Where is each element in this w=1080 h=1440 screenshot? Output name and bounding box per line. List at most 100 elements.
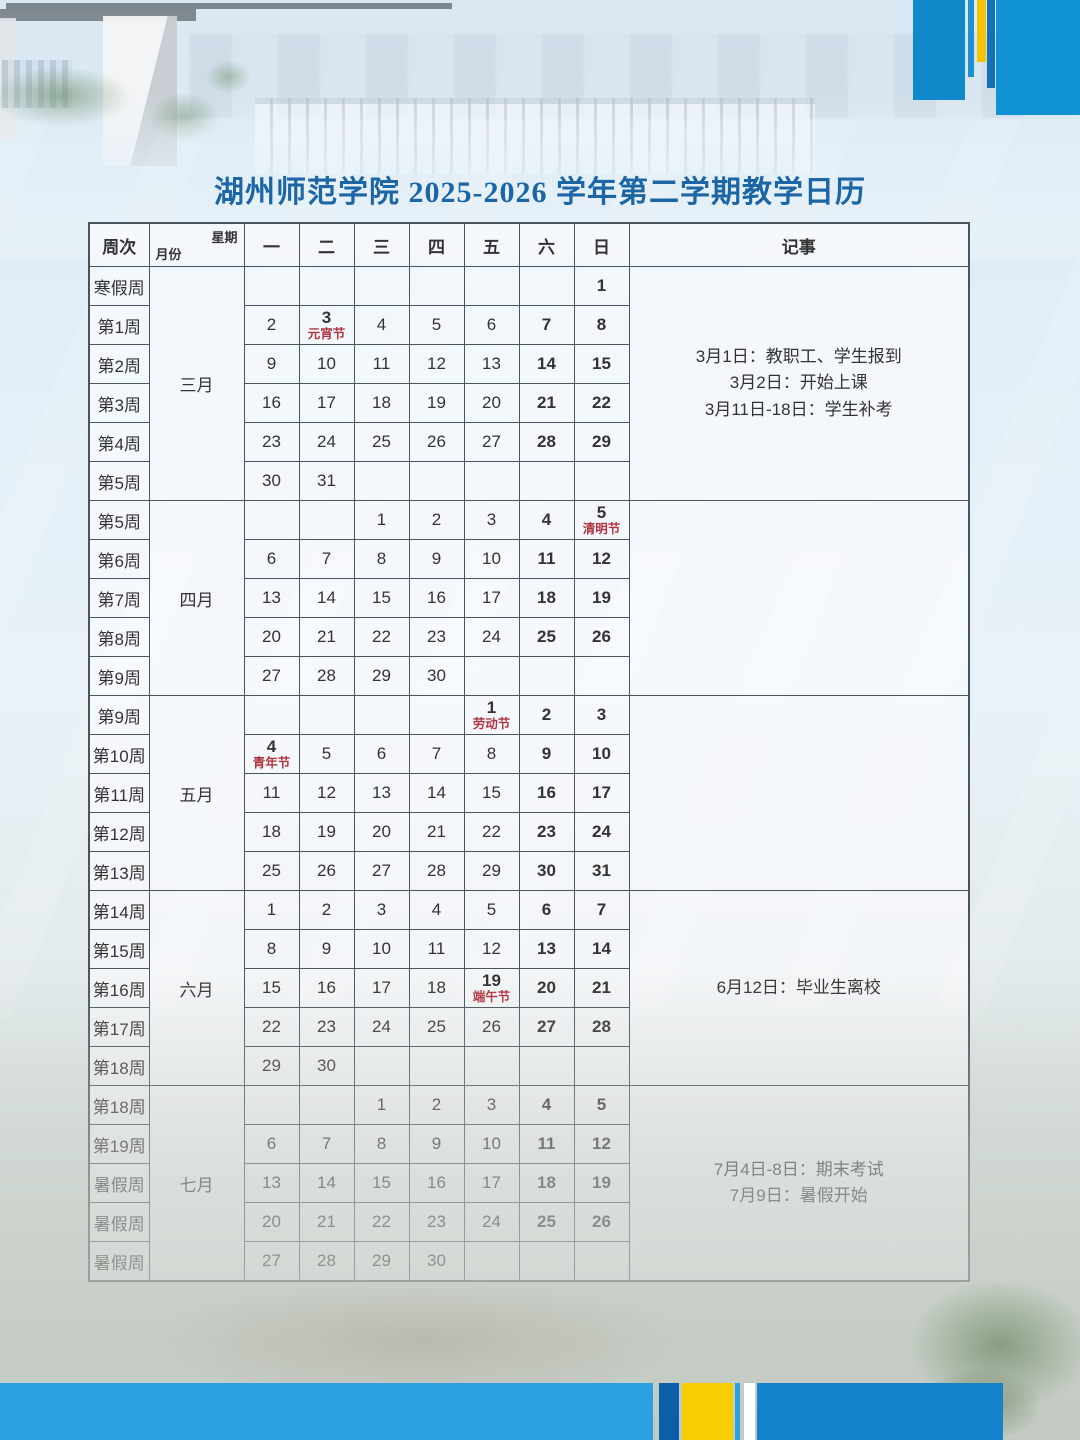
day-cell: [518, 461, 575, 501]
month-cell: 三月: [148, 266, 245, 501]
week-row: 寒假周 三月 1 3月1日：教职工、学生报到 3月2日：开始上课 3月11日-18日：学生…: [88, 266, 970, 501]
week-label-cell: 第15周: [88, 929, 150, 969]
day-cell: 17: [298, 383, 355, 423]
day-cell: 11: [243, 773, 300, 813]
week-row: 第6周 6 7 8 9 10 11 12: [88, 539, 969, 579]
day-cell: 24: [298, 422, 355, 462]
day-cell: 7: [518, 305, 575, 345]
day-cell: [243, 266, 300, 306]
notes-header: 记事: [628, 222, 970, 267]
day-cell: 2: [408, 500, 465, 540]
day-header-mon: 一: [243, 222, 300, 267]
day-cell: 8: [463, 734, 520, 774]
day-cell: 14: [518, 344, 575, 384]
day-cell: 3: [353, 890, 410, 930]
day-cell: [408, 461, 465, 501]
day-cell: 11: [353, 344, 410, 384]
day-cell: [463, 461, 520, 501]
day-cell: 14: [408, 773, 465, 813]
day-cell: 27: [353, 851, 410, 891]
day-cell: 17: [463, 578, 520, 618]
week-label-cell: 第13周: [88, 851, 150, 891]
day-cell: 23: [408, 617, 465, 657]
day-cell: [518, 656, 575, 696]
day-cell: 28: [518, 422, 575, 462]
day-cell: 4: [353, 305, 410, 345]
day-cell: [353, 266, 410, 306]
day-cell: 8: [243, 929, 300, 969]
week-row: 第14周六月12345676月12日：毕业生离校: [88, 890, 970, 1086]
day-cell: 25: [353, 422, 410, 462]
day-cell: 9: [243, 344, 300, 384]
day-cell: [298, 695, 355, 735]
day-cell: [243, 695, 300, 735]
day-cell: 20: [353, 812, 410, 852]
month-weekday-corner-cell: 星期 月份: [148, 222, 245, 267]
day-cell: 7: [298, 539, 355, 579]
day-cell: 29: [573, 422, 630, 462]
header-row: 周次 星期 月份 一 二 三 四 五 六 日 记事: [88, 222, 970, 267]
day-cell: 11: [518, 539, 575, 579]
day-cell: 13: [353, 773, 410, 813]
bottom-bar-sliver-white: [744, 1383, 755, 1440]
day-cell: [298, 266, 355, 306]
month-corner-label: 月份: [155, 247, 182, 262]
week-row: 第11周 11 12 13 14 15 16 17: [88, 773, 969, 813]
day-cell: 10: [353, 929, 410, 969]
day-cell: 5: [298, 734, 355, 774]
day-cell: 14: [298, 578, 355, 618]
week-label-cell: 第7周: [88, 578, 150, 618]
day-cell: 21: [518, 383, 575, 423]
day-cell: 10: [573, 734, 630, 774]
day-cell: 2: [243, 305, 300, 345]
bottom-bar-sliver-blue: [735, 1383, 740, 1440]
bottom-bar-dark-blue: [659, 1383, 679, 1440]
day-cell: 25: [518, 617, 575, 657]
day-cell: 21: [408, 812, 465, 852]
day-cell: 10: [298, 344, 355, 384]
week-label-cell: 第9周: [88, 656, 150, 696]
day-cell: 20: [243, 617, 300, 657]
day-cell: 3: [463, 500, 520, 540]
day-cell: 9: [298, 929, 355, 969]
day-cell: 17: [573, 773, 630, 813]
day-cell: [353, 695, 410, 735]
week-row: 第9周 27 28 29 30: [88, 656, 969, 696]
day-cell: 6: [243, 539, 300, 579]
day-cell: [243, 500, 300, 540]
day-cell: [463, 656, 520, 696]
week-row: 第15周 8 9 10 11 12 13 14: [88, 929, 969, 969]
bottom-decorative-bar: [0, 1383, 1080, 1440]
lakeside-photo: [0, 970, 1080, 1440]
day-cell: 12: [463, 929, 520, 969]
day-cell: 22: [353, 617, 410, 657]
week-label-cell: 第12周: [88, 812, 150, 852]
day-cell: 15: [463, 773, 520, 813]
week-label-cell: 第9周: [88, 695, 150, 735]
corner-bar-thin-blue: [968, 0, 974, 77]
day-cell: [408, 266, 465, 306]
day-cell: 16: [408, 578, 465, 618]
day-cell: 27: [463, 422, 520, 462]
week-row: 第10周 4 青年节 5 6 7 8 9 10: [88, 734, 969, 774]
week-label-cell: 第5周: [88, 500, 150, 540]
notes-cell: [628, 500, 970, 696]
day-cell: 12: [298, 773, 355, 813]
day-cell: 6: [353, 734, 410, 774]
day-cell: 28: [408, 851, 465, 891]
day-cell: [518, 266, 575, 306]
day-cell: 5 清明节: [573, 500, 630, 540]
day-cell: 11: [408, 929, 465, 969]
day-cell: 4 青年节: [243, 734, 300, 774]
day-cell: 1 劳动节: [463, 695, 520, 735]
day-cell: 4: [408, 890, 465, 930]
day-cell: 22: [573, 383, 630, 423]
note-line: 3月11日-18日：学生补考: [704, 399, 893, 419]
rock-shape: [140, 1280, 700, 1400]
week-row: 第8周 20 21 22 23 24 25 26: [88, 617, 969, 657]
day-cell: 29: [353, 656, 410, 696]
day-cell: 6: [518, 890, 575, 930]
week-row: 第5周 30 31: [88, 461, 969, 501]
month-cell: 四月: [148, 500, 245, 696]
